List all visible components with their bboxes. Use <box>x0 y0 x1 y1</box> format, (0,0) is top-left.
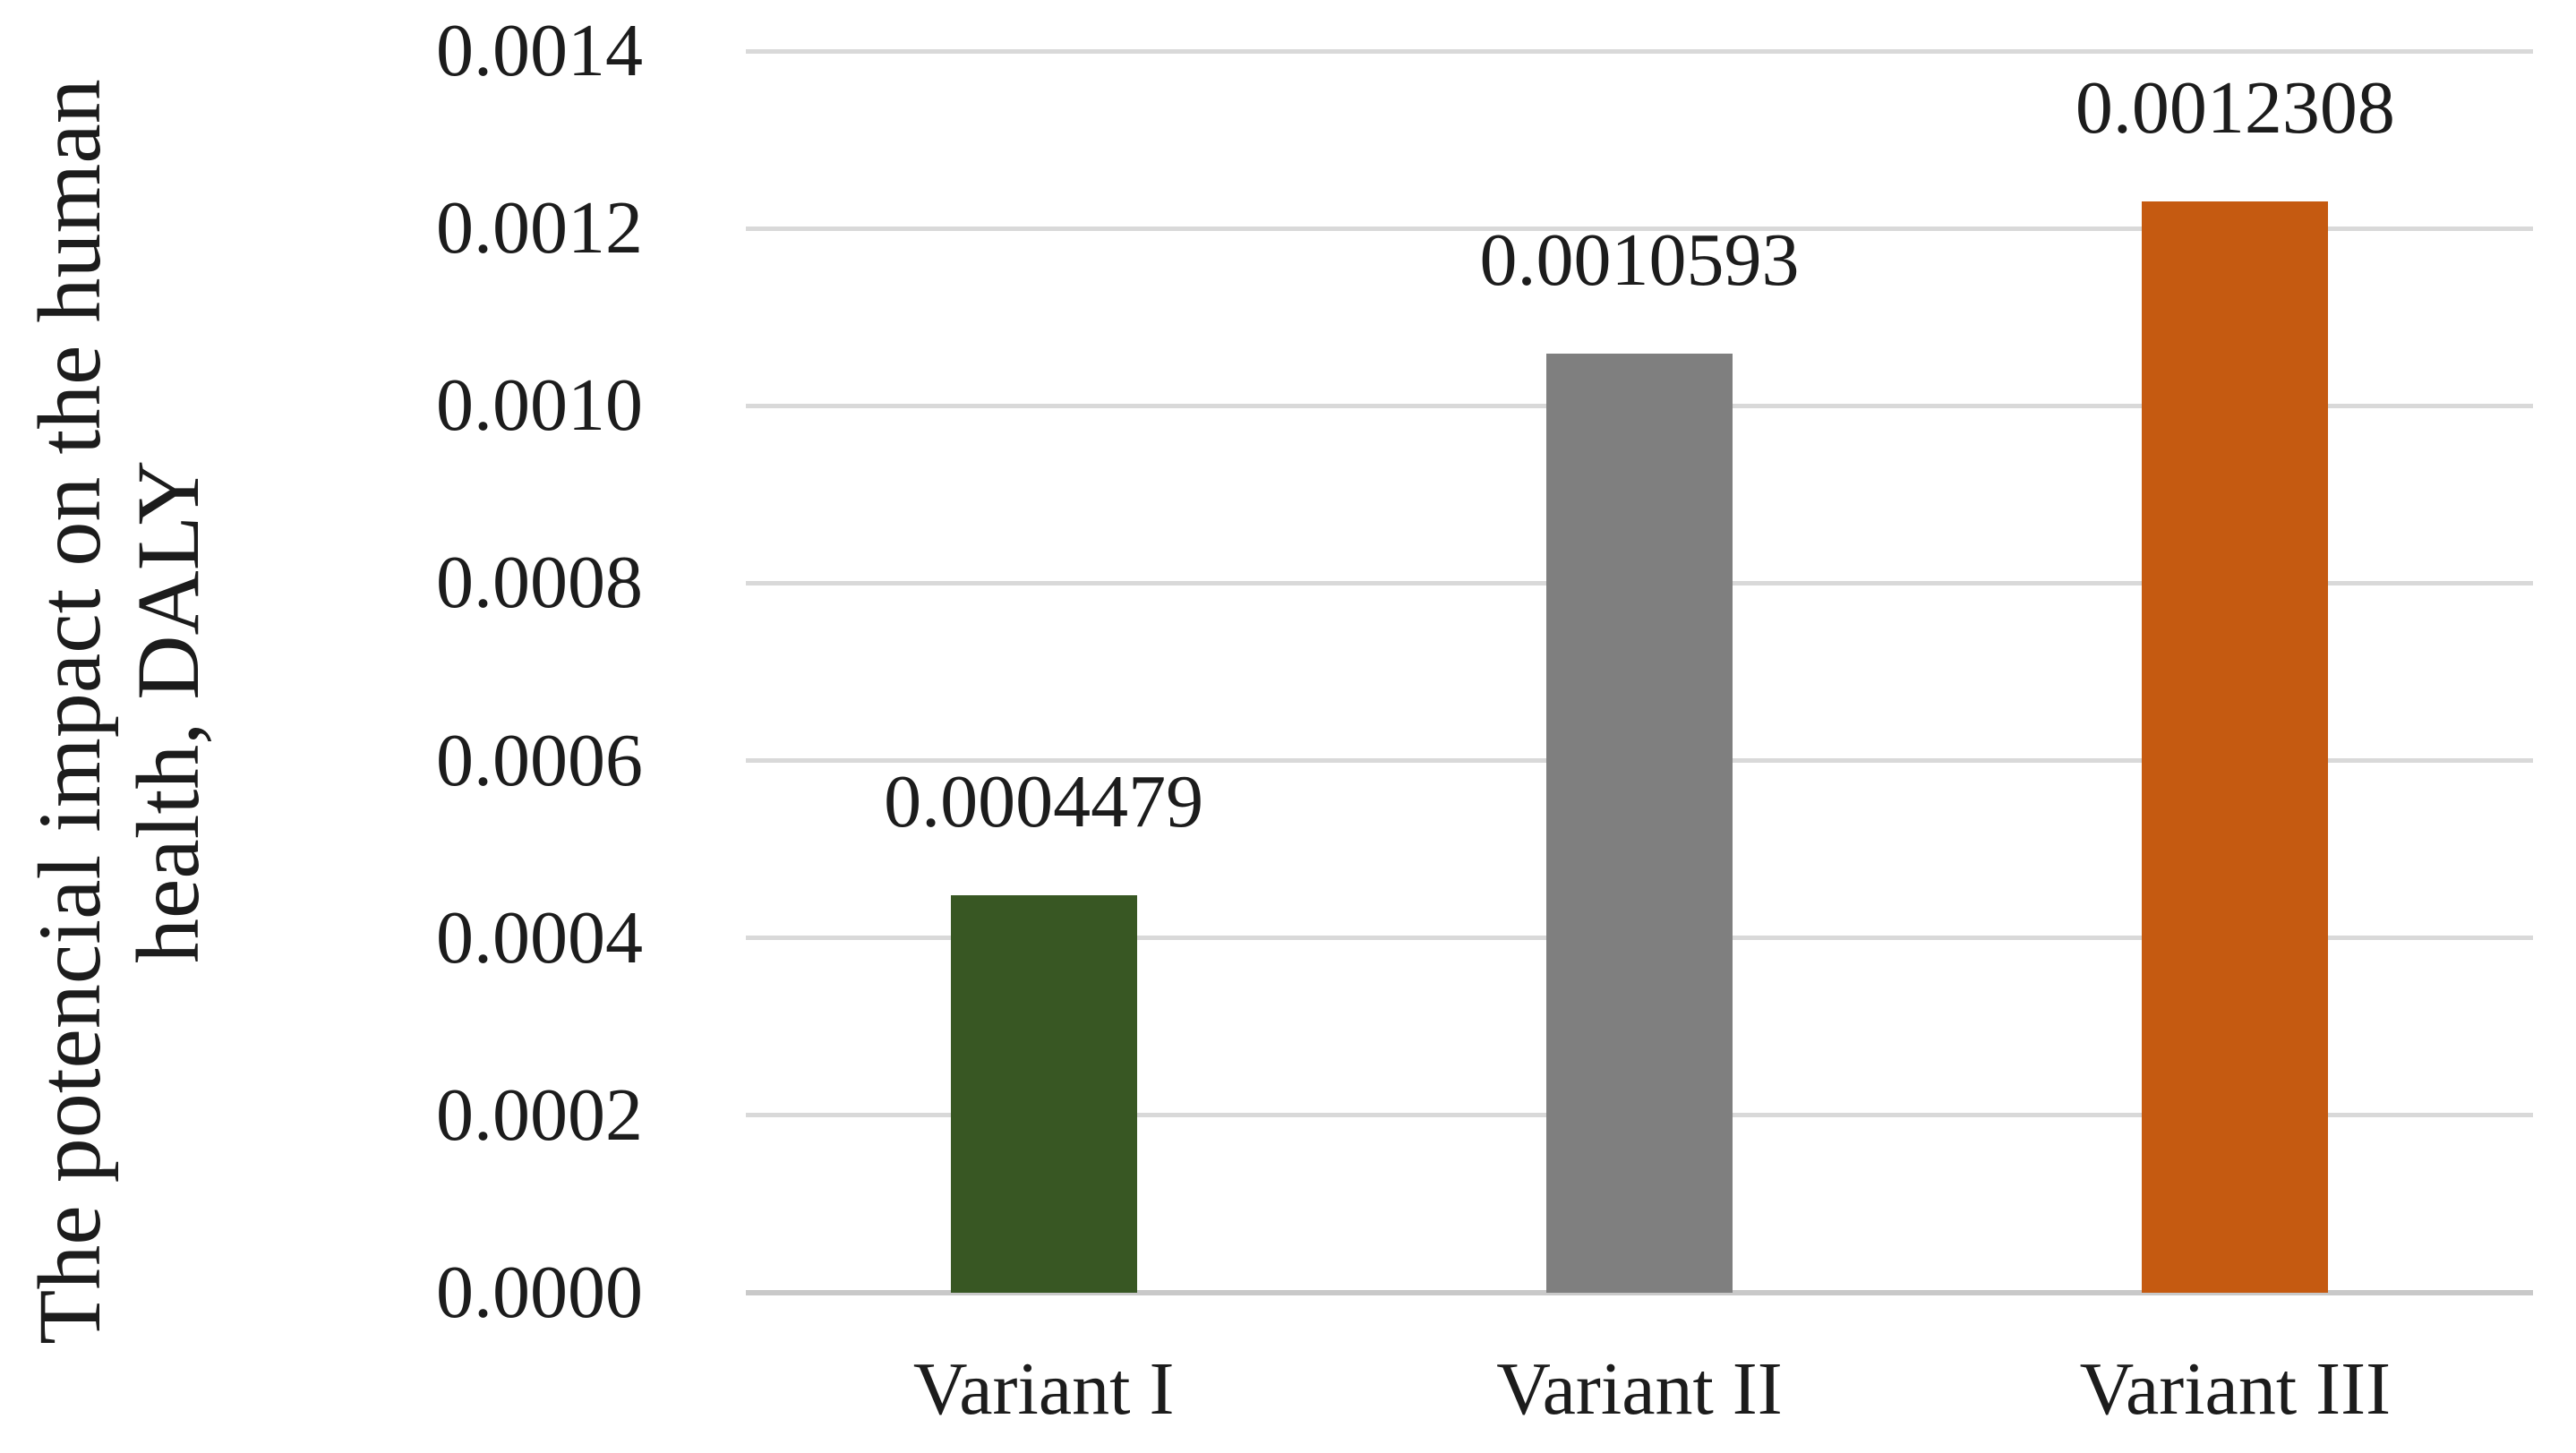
bar <box>1546 353 1733 1293</box>
bar <box>2142 201 2329 1293</box>
y-tick-label: 0.0012 <box>436 186 643 270</box>
y-axis-title: The potencial impact on the human health… <box>20 79 218 1345</box>
y-tick-label: 0.0014 <box>436 9 643 92</box>
y-tick-label: 0.0006 <box>436 718 643 802</box>
y-tick-label: 0.0000 <box>436 1251 643 1334</box>
y-axis-title-line-1: The potencial impact on the human <box>20 79 119 1345</box>
y-tick-label: 0.0004 <box>436 895 643 979</box>
x-category-label: Variant II <box>1496 1347 1783 1431</box>
bar-value-label: 0.0012308 <box>2075 65 2395 150</box>
gridline <box>746 226 2533 231</box>
x-axis-line <box>746 1290 2533 1295</box>
y-tick-label: 0.0002 <box>436 1073 643 1157</box>
x-category-label: Variant I <box>912 1347 1175 1431</box>
gridline <box>746 48 2533 54</box>
bar-value-label: 0.0004479 <box>884 760 1204 844</box>
bar-value-label: 0.0010593 <box>1479 218 1800 302</box>
y-axis-title-line-2: health, DALY <box>118 459 218 964</box>
y-tick-label: 0.0010 <box>436 363 643 448</box>
bar <box>950 895 1137 1293</box>
y-tick-label: 0.0008 <box>436 541 643 625</box>
x-category-label: Variant III <box>2079 1347 2392 1431</box>
